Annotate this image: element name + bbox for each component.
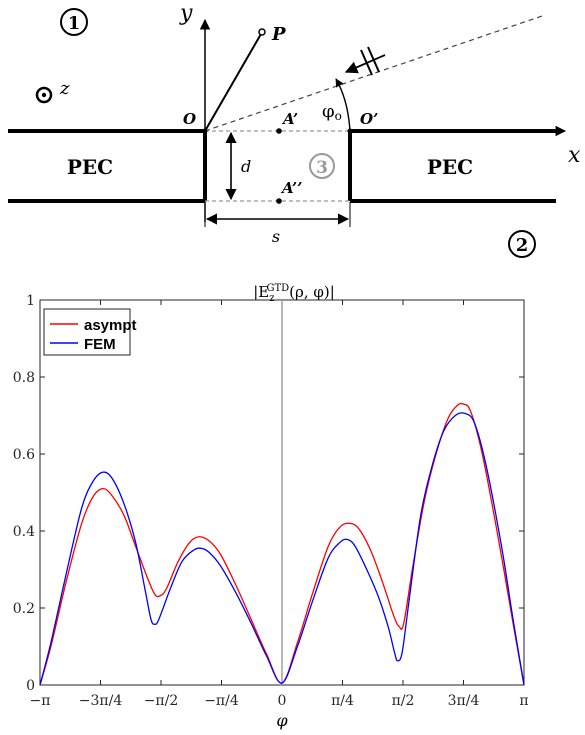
s-label: s [272, 227, 280, 246]
point-a-prime [276, 128, 282, 134]
region-3-circle [309, 153, 335, 179]
legend-box [43, 308, 131, 356]
x-tick-label: −π [30, 693, 51, 709]
x-tick-label: 3π/4 [448, 693, 480, 709]
point-p [258, 28, 266, 36]
legend-label-asympt: asympt [84, 317, 137, 334]
series-layer [39, 402, 525, 686]
d-label: d [241, 157, 251, 176]
region-1-label: 1 [68, 13, 81, 34]
op-line [204, 33, 262, 132]
chart-title: |EzGTD(ρ, φ)| [253, 283, 335, 304]
y-tick-label: 0.6 [13, 447, 35, 463]
geometry-diagram: 1 2 z y x P φo PEC PEC [8, 1, 581, 258]
z-axis-out-icon [35, 86, 53, 104]
region-2-label: 2 [516, 235, 529, 256]
region-2-circle [508, 230, 536, 258]
y-tick-label: 0 [26, 678, 35, 694]
region-1-circle [60, 8, 88, 36]
point-a-prime-label: A’ [281, 110, 298, 128]
y-axis-ticks: 0 0.2 0.4 0.6 0.8 1 [13, 293, 524, 694]
incident-direction-line [204, 14, 546, 132]
y-axis-label: y [179, 1, 193, 26]
point-a-double-prime-label: A’’ [280, 179, 302, 197]
series-line-fem [39, 412, 525, 686]
x-tick-label: π/2 [392, 693, 415, 709]
pec-left-label: PEC [67, 155, 113, 179]
point-o-prime [347, 128, 353, 134]
x-axis-label: x [568, 143, 581, 168]
x-tick-label: π/4 [331, 693, 354, 709]
point-o-prime-label: O’ [360, 110, 378, 128]
x-tick-label: −3π/4 [79, 693, 123, 709]
y-tick-label: 0.2 [13, 601, 35, 617]
field-magnitude-chart: |EzGTD(ρ, φ)| 0 0.2 0.4 0.6 0.8 1 −π −3π/4 −π/2… [13, 283, 529, 730]
x-axis-ticks: −π −3π/4 −π/2 −π/4 0 π/4 π/2 3π/4 π [30, 300, 529, 709]
phi0-label: φo [322, 101, 342, 123]
series-line-asympt [39, 402, 525, 686]
phi0-angle-arc [335, 78, 351, 132]
x-tick-label: π [519, 693, 528, 709]
point-p-label: P [271, 24, 286, 45]
legend-label-fem: FEM [84, 336, 116, 353]
point-o-label: O [183, 110, 196, 128]
y-tick-label: 0.8 [13, 370, 35, 386]
region-3-label: 3 [316, 158, 328, 178]
incident-wave-arrow [344, 54, 386, 74]
y-tick-label: 1 [26, 293, 35, 309]
point-o [202, 128, 208, 134]
point-a-double-prime [276, 198, 282, 204]
pec-right-label: PEC [427, 155, 473, 179]
x-tick-label: −π/4 [204, 693, 239, 709]
x-axis-title: φ [276, 711, 288, 730]
z-axis-label: z [59, 78, 70, 99]
x-tick-label: 0 [278, 693, 287, 709]
legend: asympt FEM [43, 308, 137, 356]
y-tick-label: 0.4 [13, 524, 35, 540]
x-tick-label: −π/2 [144, 693, 179, 709]
